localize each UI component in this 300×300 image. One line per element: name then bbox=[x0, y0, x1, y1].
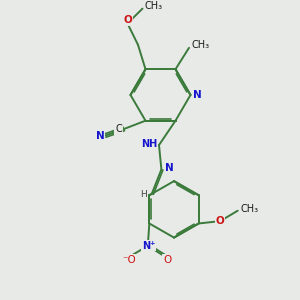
Text: N: N bbox=[95, 130, 104, 140]
Text: N: N bbox=[165, 163, 174, 173]
Text: O: O bbox=[123, 16, 132, 26]
Text: CH₃: CH₃ bbox=[240, 204, 258, 214]
Text: N⁺: N⁺ bbox=[142, 241, 155, 251]
Text: CH₃: CH₃ bbox=[145, 1, 163, 10]
Text: O: O bbox=[163, 255, 171, 265]
Text: CH₃: CH₃ bbox=[191, 40, 209, 50]
Text: C: C bbox=[115, 124, 122, 134]
Text: ⁻O: ⁻O bbox=[122, 255, 136, 265]
Text: NH: NH bbox=[141, 139, 158, 149]
Text: H: H bbox=[140, 190, 147, 199]
Text: N: N bbox=[193, 90, 202, 100]
Text: O: O bbox=[216, 216, 225, 226]
